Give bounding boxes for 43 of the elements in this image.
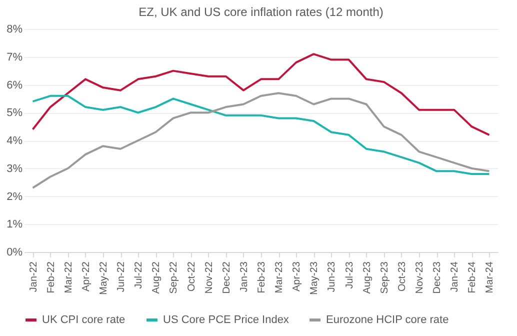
x-tick-label: Mar-23 [274, 261, 286, 294]
y-tick-label: 8% [6, 24, 23, 36]
x-tick-label: Mar-22 [63, 261, 74, 294]
x-tick-label: Oct-22 [186, 261, 198, 292]
x-tick-label: Jun-23 [326, 261, 338, 292]
x-tick-label: Apr-22 [80, 261, 92, 292]
x-tick-label: Jun-22 [116, 261, 128, 292]
y-tick-label: 1% [6, 218, 23, 231]
x-tick-label: Aug-23 [362, 261, 373, 294]
x-tick-label: Feb-24 [467, 261, 478, 294]
x-tick-label: Aug-22 [151, 261, 162, 294]
x-tick-label: Jan-22 [28, 261, 40, 292]
legend-label: Eurozone HCIP core rate [326, 314, 449, 326]
line-series [32, 94, 490, 175]
y-tick-label: 0% [6, 246, 23, 258]
x-tick-label: Jan-24 [450, 261, 461, 292]
x-tick-label: Jul-22 [134, 261, 145, 289]
chart-title: EZ, UK and US core inflation rates (12 month) [138, 5, 384, 19]
x-tick-label: Nov-23 [414, 261, 426, 294]
x-tick-label: Apr-23 [292, 261, 303, 292]
y-tick-label: 3% [6, 162, 23, 175]
x-tick-label: Oct-23 [396, 261, 408, 292]
y-tick-label: 2% [6, 190, 23, 203]
legend-label: UK CPI core rate [42, 314, 126, 326]
x-tick-label: Mar-24 [484, 261, 496, 294]
y-tick-label: 4% [6, 135, 23, 147]
x-tick-label: Jul-23 [344, 261, 356, 289]
x-tick-label: May-22 [98, 261, 110, 295]
y-tick-label: 7% [6, 51, 23, 64]
y-tick-label: 5% [6, 107, 23, 120]
x-tick-label: Sep-23 [379, 261, 390, 294]
x-tick-label: Sep-22 [168, 261, 180, 294]
x-tick-label: Dec-23 [432, 261, 444, 294]
x-tick-label: Nov-22 [204, 261, 215, 294]
legend-label: US Core PCE Price Index [163, 314, 290, 326]
y-tick-label: 6% [6, 79, 23, 92]
x-tick-label: Jan-23 [238, 261, 250, 292]
line-series [32, 53, 490, 136]
x-tick-label: May-23 [309, 261, 320, 295]
x-tick-label: Dec-22 [221, 261, 232, 294]
x-tick-label: Feb-22 [46, 261, 57, 294]
x-tick-label: Feb-23 [256, 261, 268, 294]
line-series [32, 92, 490, 189]
